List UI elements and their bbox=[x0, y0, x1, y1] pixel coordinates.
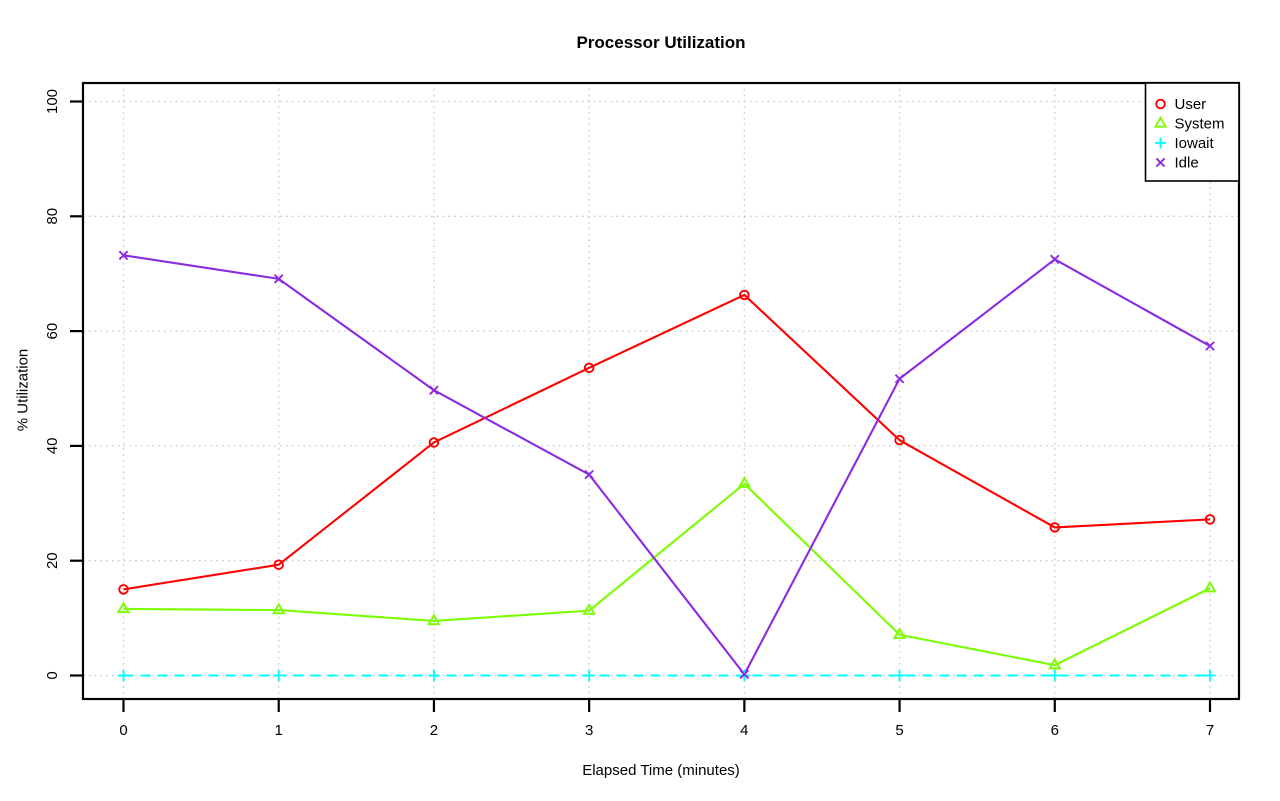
y-tick-label: 80 bbox=[44, 208, 61, 225]
marker-idle-1 bbox=[273, 274, 284, 284]
marker-idle-4 bbox=[739, 669, 750, 680]
chart-title: Processor Utilization bbox=[576, 33, 746, 52]
y-tick-label: 0 bbox=[44, 671, 61, 679]
marker-system-4 bbox=[737, 476, 752, 488]
marker-idle-5 bbox=[894, 373, 905, 384]
marker-user-3 bbox=[583, 362, 595, 374]
marker-system-7 bbox=[1203, 580, 1217, 593]
marker-system-6 bbox=[1048, 657, 1062, 670]
legend-label-system: System bbox=[1175, 116, 1225, 133]
marker-system-2 bbox=[427, 613, 441, 626]
marker-user-1 bbox=[273, 559, 284, 570]
legend-label-iowait: Iowait bbox=[1175, 135, 1215, 152]
x-tick-label: 2 bbox=[430, 722, 438, 739]
series-line-system bbox=[123, 482, 1211, 667]
y-tick-label: 40 bbox=[44, 438, 61, 455]
marker-user-5 bbox=[894, 434, 905, 446]
marker-idle-6 bbox=[1050, 254, 1060, 265]
y-tick-label: 20 bbox=[44, 552, 61, 569]
y-tick-label: 100 bbox=[44, 89, 61, 114]
marker-idle-7 bbox=[1205, 341, 1215, 351]
x-tick-label: 4 bbox=[740, 722, 748, 739]
marker-user-2 bbox=[428, 437, 440, 448]
legend-marker-system bbox=[1153, 115, 1168, 128]
marker-system-3 bbox=[582, 602, 596, 615]
legend-label-user: User bbox=[1175, 96, 1207, 113]
x-tick-label: 0 bbox=[119, 722, 127, 739]
marker-user-4 bbox=[739, 289, 750, 301]
x-tick-label: 6 bbox=[1051, 722, 1059, 739]
legend-label-idle: Idle bbox=[1175, 155, 1199, 172]
marker-user-6 bbox=[1049, 522, 1061, 533]
marker-idle-3 bbox=[584, 469, 594, 480]
series-line-user bbox=[123, 293, 1211, 591]
legend-marker-user bbox=[1155, 98, 1166, 110]
marker-idle-2 bbox=[429, 385, 439, 395]
x-tick-label: 3 bbox=[585, 722, 593, 739]
marker-system-0 bbox=[116, 601, 131, 614]
y-tick-label: 60 bbox=[44, 323, 61, 340]
marker-idle-0 bbox=[118, 250, 129, 261]
x-tick-label: 5 bbox=[895, 722, 903, 739]
marker-system-1 bbox=[271, 602, 286, 615]
series-line-idle bbox=[123, 254, 1211, 676]
x-tick-label: 7 bbox=[1206, 722, 1214, 739]
marker-user-7 bbox=[1204, 514, 1216, 525]
legend-marker-idle bbox=[1155, 157, 1166, 168]
x-tick-label: 1 bbox=[275, 722, 283, 739]
marker-system-5 bbox=[892, 627, 907, 639]
marker-user-0 bbox=[118, 584, 129, 595]
y-axis-label: % Utilization bbox=[14, 348, 32, 432]
x-axis-label: Elapsed Time (minutes) bbox=[582, 762, 740, 779]
plot-box bbox=[81, 81, 1241, 701]
